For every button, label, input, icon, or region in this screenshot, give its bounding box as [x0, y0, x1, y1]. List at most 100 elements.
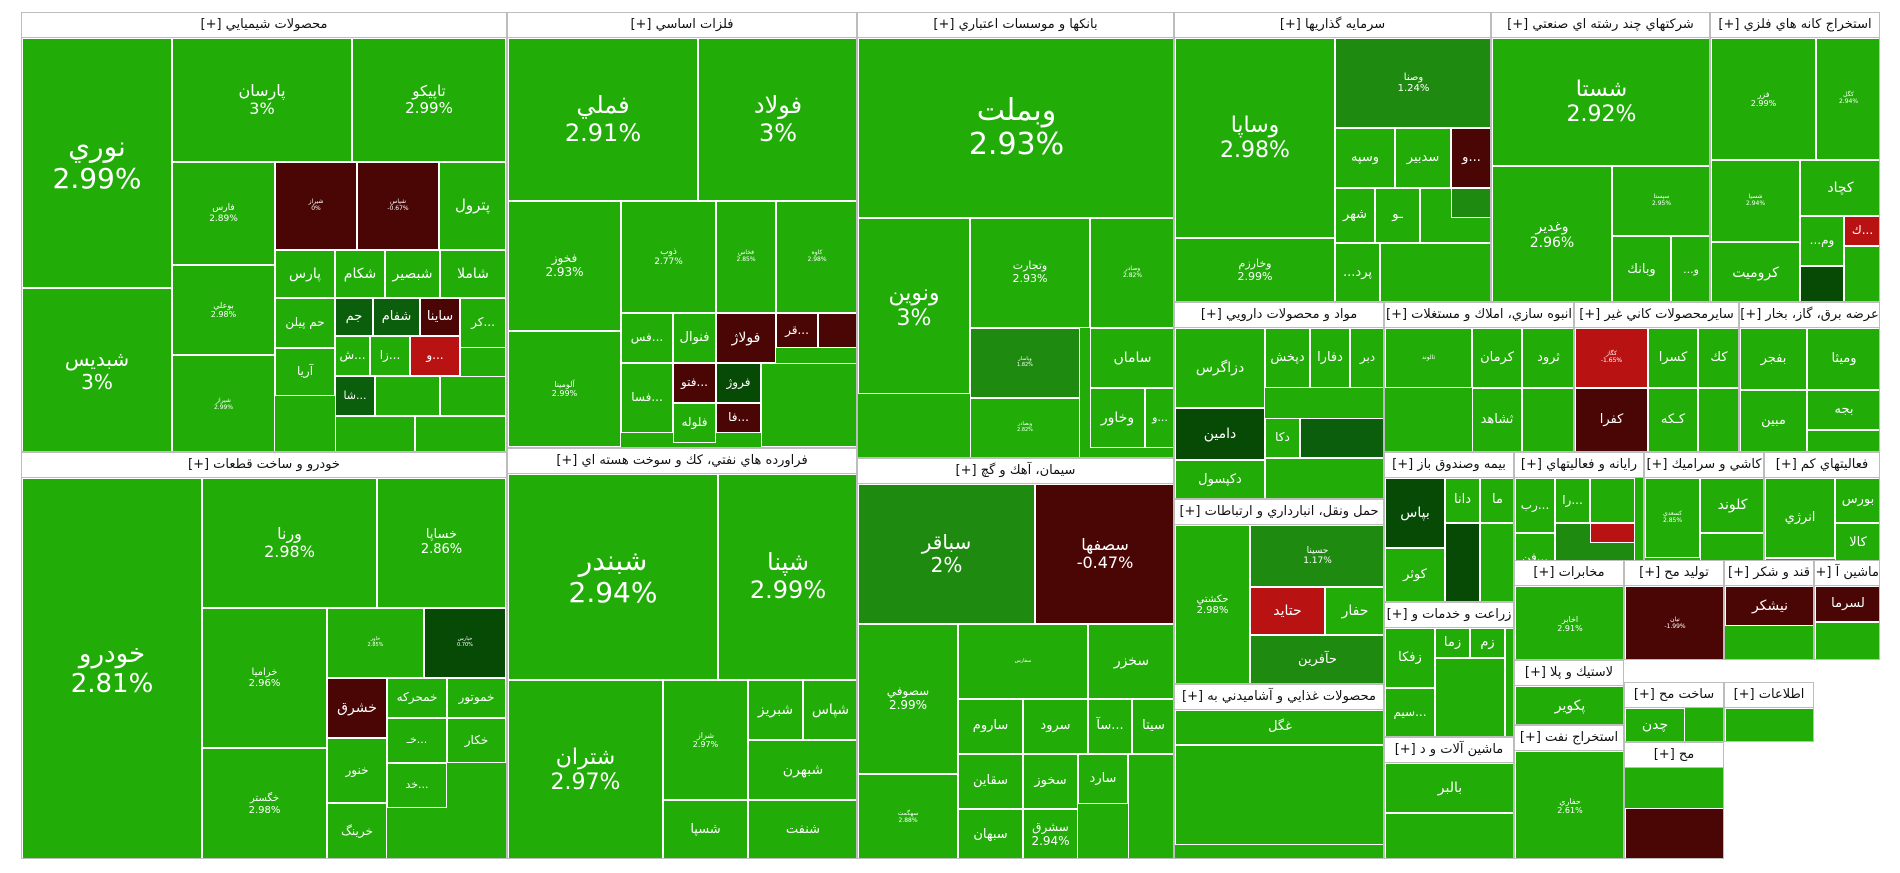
sector-title[interactable]: مح [+] — [1625, 743, 1723, 768]
stock-tile[interactable]: وصادر 2.82% — [1090, 218, 1173, 328]
stock-tile[interactable]: وساپا 2.98% — [1175, 38, 1335, 238]
stock-tile[interactable] — [761, 363, 856, 447]
stock-tile[interactable]: خاور 2.85% — [327, 608, 424, 678]
stock-tile[interactable]: فنوال — [673, 313, 716, 363]
stock-tile[interactable]: پارس — [275, 250, 335, 298]
stock-tile[interactable]: نيان -1.99% — [1625, 586, 1723, 659]
stock-tile[interactable]: نوري 2.99% — [22, 38, 172, 288]
stock-tile[interactable]: بپاس — [1385, 478, 1445, 548]
sector-group[interactable]: فلزات اساسي [+] فملي 2.91% فولاد 3% فخوز 2.93%… — [507, 12, 857, 448]
stock-tile[interactable]: دپخش — [1265, 328, 1310, 388]
sector-group[interactable]: محصولات غذايي و آشاميدني به [+] غگل — [1174, 684, 1384, 859]
stock-tile[interactable]: شپنا 2.99% — [718, 474, 856, 680]
sector-title[interactable]: حمل ونقل، انبارداري و ارتباطات [+] — [1175, 500, 1383, 525]
stock-tile[interactable]: ثالوند — [1385, 328, 1472, 388]
stock-tile[interactable]: فملي 2.91% — [508, 38, 698, 201]
stock-tile[interactable]: دبر — [1350, 328, 1383, 388]
stock-tile[interactable]: شنفت — [748, 800, 856, 858]
stock-tile[interactable]: وبانك — [1612, 236, 1671, 301]
sector-title[interactable]: استخراج نفت [+] — [1515, 726, 1623, 751]
stock-tile[interactable]: و... — [1451, 128, 1490, 188]
stock-tile[interactable]: رب... — [1515, 478, 1555, 533]
stock-tile[interactable]: كگل 2.94% — [1816, 38, 1879, 160]
stock-tile[interactable]: وخارزم 2.99% — [1175, 238, 1335, 301]
sector-group[interactable]: كاشي و سراميك [+] كلوند كسعدي 2.85% — [1644, 452, 1764, 602]
sector-title[interactable]: ساخت مح [+] — [1625, 683, 1723, 708]
stock-tile[interactable]: را... — [1555, 478, 1590, 523]
stock-tile[interactable]: كـكه — [1648, 388, 1698, 451]
stock-tile[interactable]: سيم... — [1385, 688, 1435, 736]
stock-tile[interactable]: سيتا — [1132, 699, 1173, 754]
stock-tile[interactable] — [1807, 430, 1879, 451]
stock-tile[interactable]: سدبير — [1395, 128, 1451, 188]
stock-tile[interactable]: سفارس — [958, 624, 1088, 699]
stock-tile[interactable]: زما — [1435, 628, 1470, 658]
stock-tile[interactable]: فا... — [716, 403, 761, 433]
stock-tile[interactable] — [1505, 628, 1513, 736]
stock-tile[interactable] — [1590, 478, 1635, 523]
sector-title[interactable]: كاشي و سراميك [+] — [1645, 453, 1763, 478]
stock-tile[interactable]: كالا — [1835, 523, 1879, 563]
stock-tile[interactable] — [818, 313, 856, 348]
stock-tile[interactable] — [1451, 188, 1490, 218]
stock-tile[interactable]: حفار — [1325, 587, 1383, 635]
sector-group[interactable]: قند و شكر [+] نيشكر — [1724, 560, 1814, 660]
stock-tile[interactable]: شبديس 3% — [22, 288, 172, 451]
stock-tile[interactable] — [1480, 523, 1513, 601]
stock-tile[interactable]: وتجارت 2.93% — [970, 218, 1090, 328]
sector-group[interactable]: سرمايه گذاريها [+] وساپا 2.98% وصنا 1.24% وخا… — [1174, 12, 1491, 302]
stock-tile[interactable]: ساماں — [1090, 328, 1173, 388]
stock-tile[interactable] — [1445, 523, 1480, 601]
stock-tile[interactable]: شسيا 2.94% — [1711, 160, 1800, 242]
stock-tile[interactable] — [415, 416, 506, 451]
stock-tile[interactable]: كك — [1698, 328, 1738, 388]
sector-title[interactable]: سيمان، آهك و گچ [+] — [858, 459, 1173, 484]
sector-group[interactable]: مواد و محصولات دارويي [+] دزاگرس دپخش دفارا… — [1174, 302, 1384, 499]
stock-tile[interactable]: شبندر 2.94% — [508, 474, 718, 680]
stock-tile[interactable]: وغدير 2.96% — [1492, 166, 1612, 301]
stock-tile[interactable]: ...پرد — [1335, 243, 1380, 301]
sector-group[interactable]: شركتهاي چند رشته اي صنعتي [+] شستا 2.92% وغ… — [1491, 12, 1710, 302]
stock-tile[interactable]: ش... — [335, 336, 370, 376]
stock-tile[interactable]: فلوله — [673, 403, 716, 443]
sector-title[interactable]: بانكها و موسسات اعتباري [+] — [858, 13, 1173, 38]
stock-tile[interactable]: شكام — [335, 250, 385, 298]
stock-tile[interactable] — [1844, 246, 1879, 301]
stock-tile[interactable]: سصوفي 2.99% — [858, 624, 958, 774]
sector-group[interactable]: مخابرات [+] اخابر 2.91% — [1514, 560, 1624, 660]
sector-group[interactable]: زراعت و خدمات و [+] زفكا زما زم سيم... — [1384, 602, 1514, 737]
stock-tile[interactable]: فارس 2.89% — [172, 162, 275, 265]
sector-title[interactable]: مخابرات [+] — [1515, 561, 1623, 586]
stock-tile[interactable]: دزاگرس — [1175, 328, 1265, 408]
stock-tile[interactable]: فتو... — [673, 363, 716, 403]
sector-title[interactable]: اطلاعات [+] — [1725, 683, 1813, 708]
stock-tile[interactable]: غگل — [1175, 710, 1383, 745]
stock-tile[interactable]: خرينگ — [327, 803, 387, 858]
stock-tile[interactable]: بورس — [1835, 478, 1879, 523]
sector-group[interactable]: حمل ونقل، انبارداري و ارتباطات [+] حسينا 1… — [1174, 499, 1384, 684]
stock-tile[interactable]: شبهرن — [748, 740, 856, 800]
stock-tile[interactable]: پترول — [439, 162, 506, 250]
sector-group[interactable]: بيمه وصندوق باز [+] بپاس دانا ما كوثر — [1384, 452, 1514, 602]
stock-tile[interactable]: ذوب 2.77% — [621, 201, 716, 313]
stock-tile[interactable]: و... — [410, 336, 460, 376]
stock-tile[interactable]: زفكا — [1385, 628, 1435, 688]
stock-tile[interactable]: آلومينا 2.99% — [508, 331, 621, 447]
sector-group[interactable]: سيمان، آهك و گچ [+] سباقر 2% سصفها -0.47% سصو… — [857, 458, 1174, 859]
stock-tile[interactable]: خراميا 2.96% — [202, 608, 327, 748]
stock-tile[interactable] — [1800, 266, 1844, 301]
stock-tile[interactable]: فس... — [621, 313, 673, 363]
stock-tile[interactable]: خمحركه — [387, 678, 447, 718]
stock-tile[interactable]: فسا... — [621, 363, 673, 433]
stock-tile[interactable]: حسينا 1.17% — [1250, 525, 1383, 587]
stock-tile[interactable]: ...و — [1671, 236, 1709, 301]
sector-title[interactable]: لاستيك و پلا [+] — [1515, 661, 1623, 686]
sector-title[interactable]: فراورده هاي نفتي، كك و سوخت هسته اي [+] — [508, 449, 856, 474]
stock-tile[interactable] — [1522, 388, 1573, 451]
stock-tile[interactable] — [1385, 813, 1513, 858]
sector-title[interactable]: رايانه و فعاليتهاي [+] — [1515, 453, 1643, 478]
stock-tile[interactable]: مبين — [1740, 390, 1807, 451]
sector-title[interactable]: فلزات اساسي [+] — [508, 13, 856, 38]
sector-group[interactable]: توليد مح [+] نيان -1.99% — [1624, 560, 1724, 660]
stock-tile[interactable] — [440, 376, 506, 416]
